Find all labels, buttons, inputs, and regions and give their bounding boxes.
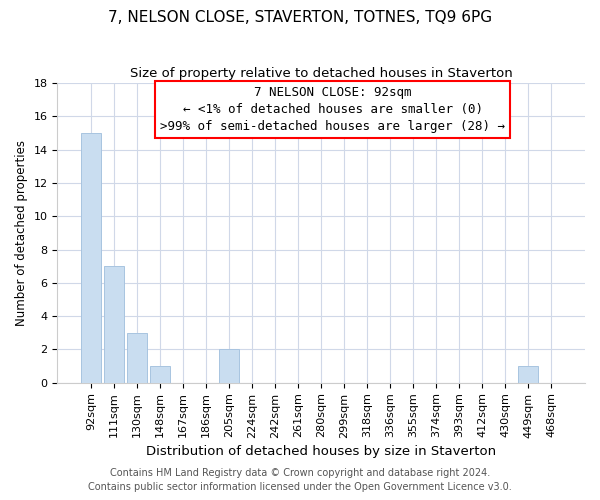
Bar — [104, 266, 124, 382]
Bar — [220, 350, 239, 382]
Text: Contains HM Land Registry data © Crown copyright and database right 2024.
Contai: Contains HM Land Registry data © Crown c… — [88, 468, 512, 492]
Bar — [151, 366, 170, 382]
Bar — [82, 133, 101, 382]
Bar — [518, 366, 538, 382]
Bar — [127, 333, 147, 382]
Y-axis label: Number of detached properties: Number of detached properties — [15, 140, 28, 326]
Text: 7 NELSON CLOSE: 92sqm
← <1% of detached houses are smaller (0)
>99% of semi-deta: 7 NELSON CLOSE: 92sqm ← <1% of detached … — [160, 86, 505, 134]
Text: 7, NELSON CLOSE, STAVERTON, TOTNES, TQ9 6PG: 7, NELSON CLOSE, STAVERTON, TOTNES, TQ9 … — [108, 10, 492, 25]
X-axis label: Distribution of detached houses by size in Staverton: Distribution of detached houses by size … — [146, 444, 496, 458]
Title: Size of property relative to detached houses in Staverton: Size of property relative to detached ho… — [130, 68, 512, 80]
